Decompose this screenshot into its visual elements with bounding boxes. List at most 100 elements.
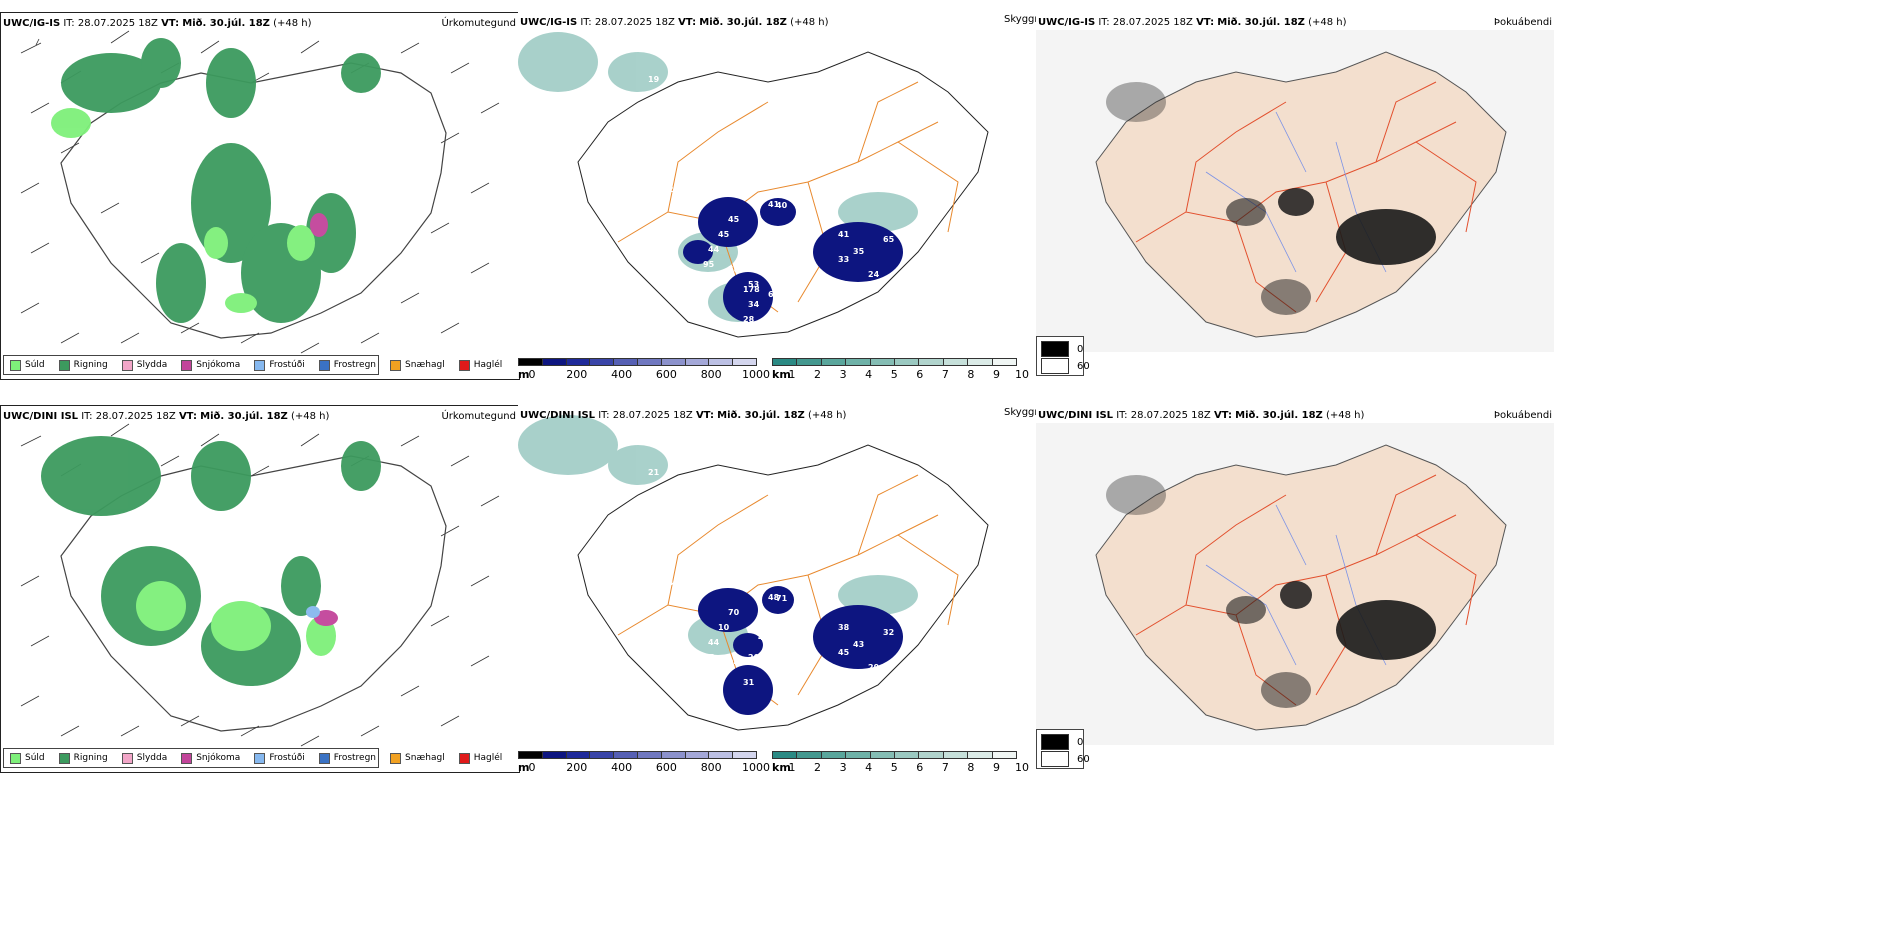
cloud-base-label: 178	[743, 285, 760, 294]
legend-swatch	[254, 359, 266, 371]
iceland-outline	[577, 51, 989, 338]
precip-legend-item: Snjókoma	[181, 359, 240, 371]
cloud-right-title-1: Skyggni	[1004, 14, 1044, 25]
fog-legend-top-value: 0	[1077, 736, 1084, 748]
cloud-base-label: 95	[658, 558, 670, 567]
road-network	[617, 81, 959, 313]
precip-legend-item: Súld	[10, 752, 45, 764]
cloud-base-label: 209	[748, 653, 765, 662]
cloud-base-label: 19	[668, 488, 680, 497]
cloud-base-label: 12	[688, 593, 699, 602]
legend-swatch	[458, 359, 470, 371]
cloud-base-label: 22	[668, 185, 679, 194]
fog-field	[1106, 475, 1436, 708]
precip-legend-item: Slydda	[121, 752, 168, 764]
legend-label: Súld	[25, 360, 45, 370]
fog-swatch-light	[1041, 358, 1069, 374]
colorbar-segment	[589, 751, 615, 759]
colorbar-segment	[820, 751, 847, 759]
legend-label: Slydda	[136, 753, 168, 763]
legend-label: Haglél	[473, 360, 503, 370]
visibility-colorbar-2: km 1 2 3 4 5 6 7 8 9 10	[772, 751, 1034, 775]
colorbar-segment	[589, 358, 615, 366]
cloud-base-label: 84	[758, 240, 770, 249]
fog-right-title-2: Þokuábendi	[1493, 410, 1552, 421]
colorbar-segment	[732, 751, 757, 759]
cloud-base-label: 32	[883, 628, 894, 637]
cloud-base-label: 58	[728, 265, 740, 274]
colorbar-tick: 400	[611, 761, 633, 774]
cloud-base-label: 48	[758, 633, 770, 642]
colorbar-segment	[918, 358, 944, 366]
cloud-base-field	[698, 586, 903, 715]
precip-map-1	[20, 30, 500, 354]
colorbar-segment	[613, 751, 638, 759]
legend-swatch	[58, 359, 70, 371]
cloud-base-label: 31	[743, 678, 755, 687]
colorbar-tick: 1000	[742, 761, 770, 774]
colorbar-segment	[942, 358, 969, 366]
cloud-base-label: 24	[728, 658, 740, 667]
cloud-base-field	[683, 197, 903, 322]
cloud-base-label: 83	[798, 245, 809, 254]
cloud-base-label: 36	[648, 598, 660, 607]
cloud-base-label: 10	[708, 513, 720, 522]
precip-legend-item: Snæhagl	[390, 359, 445, 371]
fog-swatch-dark	[1041, 341, 1069, 357]
colorbar-segment	[894, 751, 920, 759]
colorbar-segment	[918, 751, 944, 759]
legend-label: Haglél	[473, 753, 503, 763]
cloud-base-label: 38	[658, 165, 670, 174]
cloud-base-label: 45	[838, 648, 850, 657]
cloud-base-label: 44	[708, 638, 720, 647]
fog-map-1	[1036, 30, 1554, 352]
colorbar-segment	[541, 358, 567, 366]
precip-legend-item: Slydda	[121, 359, 167, 371]
colorbar-tick: 1	[788, 368, 796, 381]
colorbar-tick: 9	[992, 761, 1000, 774]
cloud-base-label: 26	[748, 260, 760, 269]
legend-swatch	[318, 359, 330, 371]
precip-legend-item: Rigning	[58, 359, 108, 371]
cloud-base-label: 35	[853, 247, 865, 256]
legend-label: Súld	[25, 753, 45, 763]
colorbar-tick: 600	[655, 761, 677, 774]
precip-panel-2: UWC/DINI ISL IT: 28.07.2025 18Z VT: Mið.…	[0, 405, 520, 773]
colorbar-segment	[869, 358, 895, 366]
precip-panel-1: UWC/IG-IS IT: 28.07.2025 18Z VT: Mið. 30…	[0, 12, 520, 380]
cloud-base-label: 33	[838, 255, 849, 264]
colorbar-segment	[732, 358, 757, 366]
cloud-base-label: 116	[818, 598, 835, 607]
wind-barbs	[20, 423, 500, 747]
colorbar-tick: 3	[839, 368, 847, 381]
colorbar-segment	[660, 751, 686, 759]
colorbar-segment	[991, 751, 1017, 759]
precip-legend-item: Súld	[10, 359, 45, 371]
colorbar-tick: 600	[655, 368, 677, 381]
colorbar-tick: 1000	[742, 368, 770, 381]
fog-legend-2: 0 60	[1036, 729, 1090, 769]
fog-right-title-1: Þokuábendi	[1493, 17, 1552, 28]
colorbar-segment	[772, 751, 798, 759]
fog-swatch-dark	[1041, 734, 1069, 750]
colorbar-segment	[869, 751, 895, 759]
cloud-base-label: 90	[698, 150, 710, 159]
legend-label: Snæhagl	[405, 753, 445, 763]
cloud-base-label: 86	[658, 125, 670, 134]
legend-swatch	[458, 752, 470, 764]
cloud-base-label: 34	[748, 300, 760, 309]
fog-title-2: UWC/DINI ISL IT: 28.07.2025 18Z VT: Mið.…	[1038, 410, 1365, 421]
cloud-base-label: 64	[648, 205, 660, 214]
legend-swatch	[181, 752, 193, 764]
cloud-base-label: 71	[776, 594, 788, 603]
cloud-base-label: 38	[693, 473, 705, 482]
cloud-base-label: 48	[768, 593, 780, 602]
precip-title-1: UWC/IG-IS IT: 28.07.2025 18Z VT: Mið. 30…	[3, 18, 312, 29]
colorbar-tick: 3	[839, 761, 847, 774]
fog-legend-row-bottom: 60	[1041, 358, 1090, 374]
legend-swatch	[181, 359, 193, 371]
precip-legend-item: Frostregn	[318, 752, 376, 764]
legend-swatch	[390, 752, 402, 764]
cloud-base-label: 45	[718, 230, 730, 239]
colorbar-tick: 800	[700, 368, 722, 381]
